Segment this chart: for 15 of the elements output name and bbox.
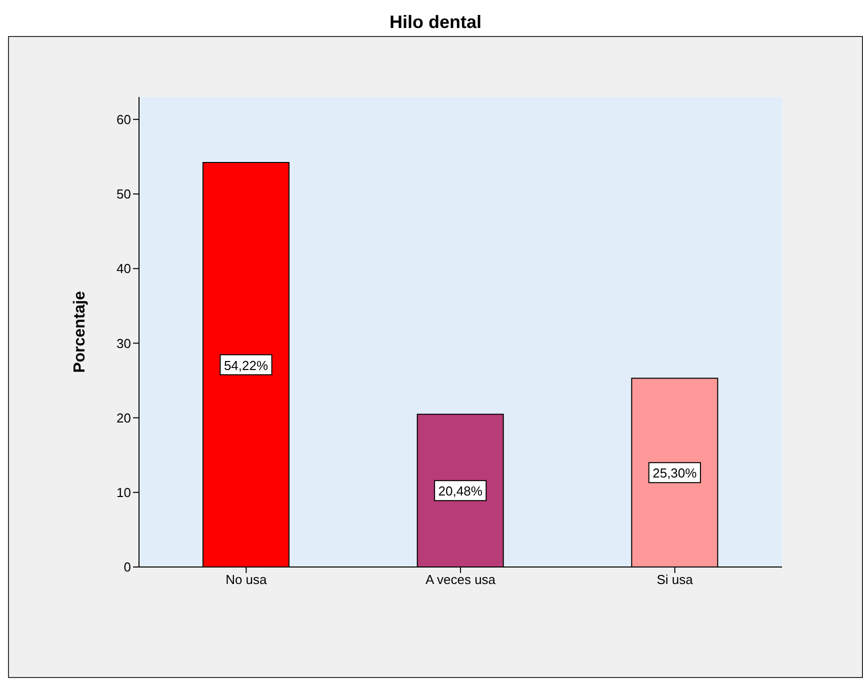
y-tick-label: 50	[116, 186, 131, 202]
y-axis-title: Porcentaje	[72, 290, 89, 373]
y-tick-label: 40	[116, 261, 131, 276]
x-tick-label: Si usa	[656, 572, 694, 588]
y-tick-label: 20	[116, 410, 131, 426]
data-label: 20,48%	[438, 484, 483, 499]
y-tick-label: 10	[116, 485, 131, 500]
data-label: 25,30%	[652, 466, 698, 481]
x-tick-label: A veces usa	[425, 572, 496, 588]
chart-title: Hilo dental	[388, 11, 482, 34]
y-tick-label: 30	[116, 336, 131, 351]
data-label: 54,22%	[224, 358, 268, 373]
y-tick-label: 0	[124, 560, 131, 575]
y-tick-label: 60	[116, 112, 131, 127]
x-tick-label: No usa	[226, 572, 268, 588]
